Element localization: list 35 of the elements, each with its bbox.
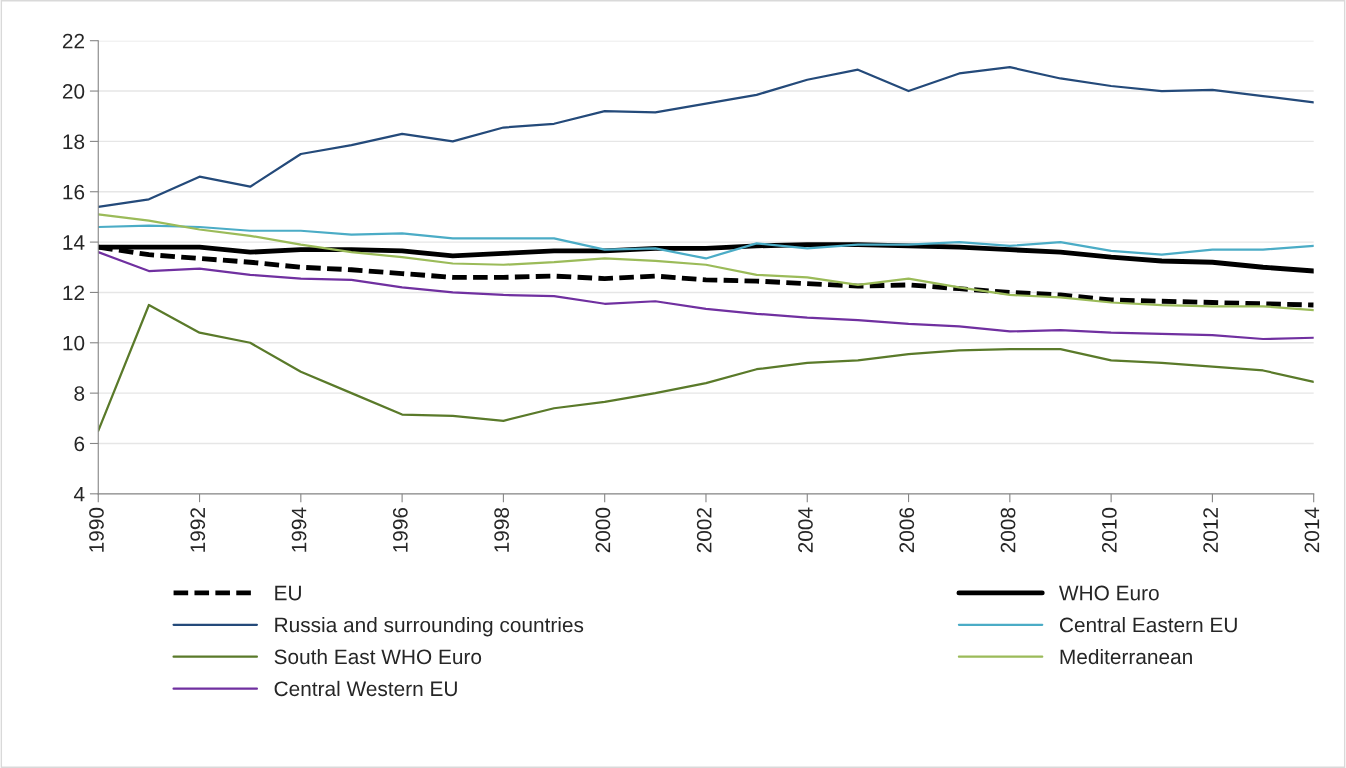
- y-tick-label: 6: [74, 436, 85, 452]
- x-tick-label: 2010: [1101, 507, 1117, 553]
- legend-label: South East WHO Euro: [274, 648, 482, 665]
- x-tick-label: 2008: [1000, 507, 1016, 553]
- y-tick-label: 8: [74, 386, 85, 401]
- y-tick-label: 22: [62, 33, 85, 49]
- line-series: [98, 251, 1314, 341]
- x-tick-label: 2014: [1304, 507, 1320, 553]
- x-tick-label: 2006: [899, 507, 915, 553]
- x-tick-label: 1990: [89, 507, 104, 552]
- y-tick-label: 10: [63, 335, 85, 351]
- y-tick-label: 18: [63, 134, 85, 150]
- line-series: [98, 213, 1314, 312]
- x-tick-label: 1992: [190, 508, 206, 552]
- legend-label: Central Western EU: [274, 680, 457, 697]
- y-tick-label: 12: [63, 285, 85, 300]
- x-tick-label: 1996: [392, 507, 408, 552]
- x-tick-label: 2004: [798, 507, 813, 553]
- x-tick-label: 2002: [696, 508, 712, 553]
- x-tick-label: 1998: [494, 507, 509, 552]
- legend-label: Russia and surrounding countries: [275, 616, 584, 637]
- line-series: [98, 66, 1314, 208]
- x-tick-label: 2012: [1203, 508, 1218, 553]
- x-tick-label: 2000: [595, 507, 611, 553]
- legend-label: EU: [275, 585, 301, 601]
- y-tick-label: 4: [73, 487, 85, 502]
- y-tick-label: 16: [63, 184, 85, 200]
- legend-label: WHO Euro: [1059, 585, 1159, 601]
- line-series: [98, 303, 1314, 432]
- y-tick-label: 20: [62, 84, 85, 99]
- line-series: [98, 224, 1314, 260]
- y-tick-label: 14: [63, 235, 85, 250]
- legend-label: Mediterranean: [1060, 648, 1192, 665]
- x-tick-label: 1994: [291, 507, 307, 552]
- legend-label: Central Eastern EU: [1059, 616, 1237, 633]
